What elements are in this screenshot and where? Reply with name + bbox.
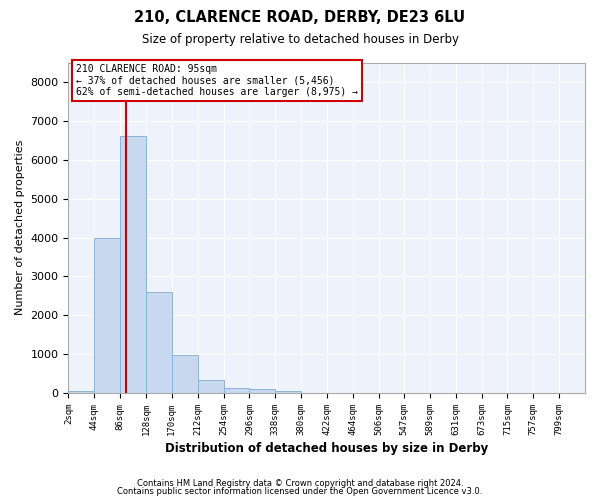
Text: Size of property relative to detached houses in Derby: Size of property relative to detached ho… [142,32,458,46]
Bar [275,390,301,393]
Bar [198,380,224,393]
Bar [172,355,198,393]
Bar [146,292,172,393]
Bar [224,388,250,393]
Text: Contains public sector information licensed under the Open Government Licence v3: Contains public sector information licen… [118,488,482,496]
Y-axis label: Number of detached properties: Number of detached properties [15,140,25,316]
Text: Contains HM Land Registry data © Crown copyright and database right 2024.: Contains HM Land Registry data © Crown c… [137,478,463,488]
X-axis label: Distribution of detached houses by size in Derby: Distribution of detached houses by size … [165,442,488,455]
Bar [250,389,275,393]
Text: 210, CLARENCE ROAD, DERBY, DE23 6LU: 210, CLARENCE ROAD, DERBY, DE23 6LU [134,10,466,25]
Bar [68,391,94,393]
Bar [120,136,146,393]
Text: 210 CLARENCE ROAD: 95sqm
← 37% of detached houses are smaller (5,456)
62% of sem: 210 CLARENCE ROAD: 95sqm ← 37% of detach… [76,64,358,98]
Bar [94,238,120,393]
